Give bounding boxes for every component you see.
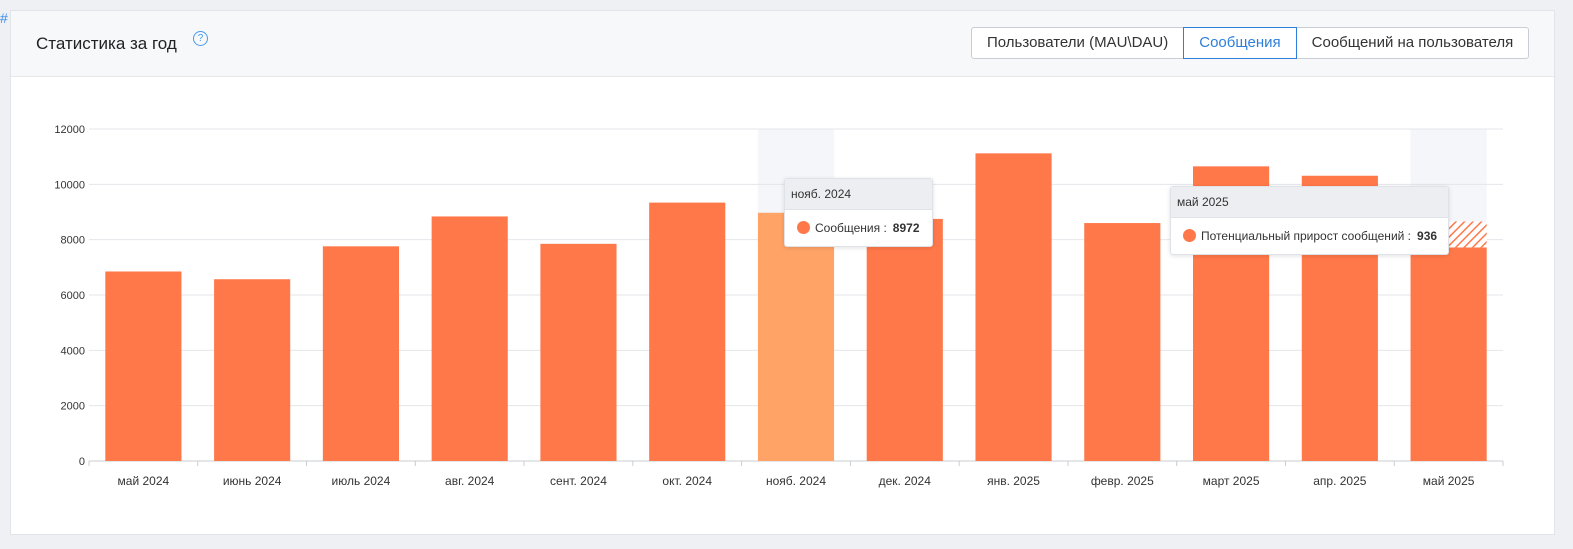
page-title: Статистика за год bbox=[36, 34, 177, 53]
bar bbox=[431, 216, 508, 461]
y-tick-label: 2000 bbox=[61, 401, 85, 413]
tab-messages[interactable]: Сообщения bbox=[1183, 27, 1297, 59]
tooltip-header: май 2025 bbox=[1171, 187, 1448, 218]
x-tick-label: авг. 2024 bbox=[445, 474, 495, 488]
tooltip-label: Сообщения : bbox=[815, 221, 887, 235]
tooltip-header: нояб. 2024 bbox=[785, 179, 932, 210]
bar bbox=[322, 246, 399, 461]
bar bbox=[105, 271, 182, 461]
y-tick-label: 0 bbox=[79, 456, 85, 468]
anchor-hash-icon[interactable]: # bbox=[0, 10, 8, 26]
tooltip-row: Потенциальный прирост сообщений : 936 bbox=[1171, 218, 1448, 254]
series-dot-icon bbox=[1183, 229, 1196, 242]
bar bbox=[1084, 223, 1161, 461]
x-tick-label: янв. 2025 bbox=[987, 474, 1040, 488]
y-tick-label: 10000 bbox=[54, 179, 85, 191]
tab-users-mau-dau[interactable]: Пользователи (MAU\DAU) bbox=[971, 27, 1185, 59]
card-header: Статистика за год ? Пользователи (MAU\DA… bbox=[11, 11, 1554, 77]
y-tick-label: 6000 bbox=[61, 290, 85, 302]
bar bbox=[757, 212, 835, 461]
x-tick-label: июнь 2024 bbox=[223, 474, 282, 488]
x-tick-label: июль 2024 bbox=[332, 474, 391, 488]
x-tick-label: февр. 2025 bbox=[1091, 474, 1154, 488]
x-tick-label: нояб. 2024 bbox=[766, 474, 826, 488]
x-tick-label: апр. 2025 bbox=[1313, 474, 1367, 488]
x-tick-label: май 2024 bbox=[118, 474, 170, 488]
tooltip-nov-2024: нояб. 2024 Сообщения : 8972 bbox=[784, 178, 933, 247]
bar bbox=[866, 218, 943, 461]
x-tick-label: март 2025 bbox=[1203, 474, 1260, 488]
bar bbox=[975, 153, 1052, 461]
x-tick-label: сент. 2024 bbox=[550, 474, 607, 488]
tooltip-may-2025: май 2025 Потенциальный прирост сообщений… bbox=[1170, 186, 1449, 255]
tooltip-value: 8972 bbox=[892, 221, 920, 235]
x-tick-label: дек. 2024 bbox=[879, 474, 932, 488]
bar bbox=[1410, 247, 1487, 461]
x-tick-label: окт. 2024 bbox=[662, 474, 712, 488]
help-question-icon[interactable]: ? bbox=[193, 31, 208, 46]
tooltip-value: 936 bbox=[1417, 229, 1438, 243]
bar bbox=[540, 243, 617, 461]
tooltip-label: Потенциальный прирост сообщений : bbox=[1201, 229, 1412, 243]
y-tick-label: 12000 bbox=[54, 124, 85, 136]
tooltip-row: Сообщения : 8972 bbox=[785, 210, 932, 246]
bar bbox=[214, 279, 291, 461]
yearly-stats-card: Статистика за год ? Пользователи (MAU\DA… bbox=[10, 10, 1555, 535]
messages-bar-chart: 0 2000 4000 6000 8000 10000 12000 май 2024 июнь … bbox=[54, 124, 1504, 488]
bar bbox=[649, 202, 726, 462]
y-tick-label: 8000 bbox=[61, 235, 85, 247]
y-tick-label: 4000 bbox=[61, 345, 85, 357]
x-tick-label: май 2025 bbox=[1423, 474, 1475, 488]
metric-tabs: Пользователи (MAU\DAU) Сообщения Сообщен… bbox=[971, 27, 1530, 59]
series-dot-icon bbox=[797, 221, 810, 234]
